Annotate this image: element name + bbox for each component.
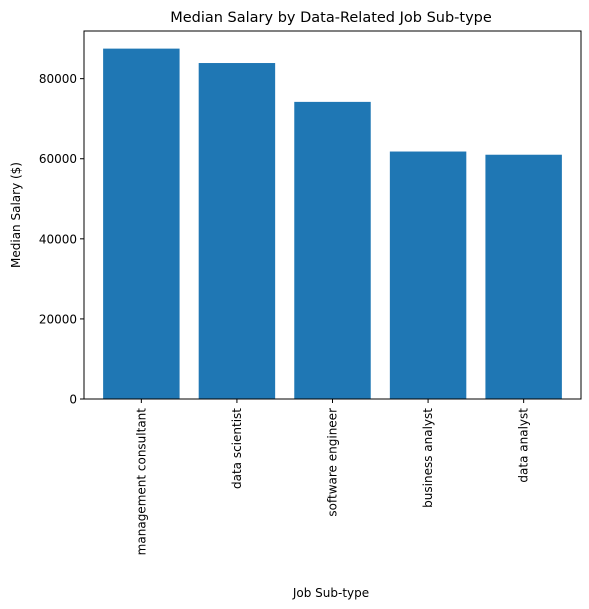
y-tick-label: 80000 — [39, 72, 77, 86]
x-axis: management consultant data scientist softw… — [134, 399, 531, 556]
bar-software-engineer — [294, 101, 371, 399]
y-tick-label: 60000 — [39, 152, 77, 166]
y-axis-label: Median Salary ($) — [9, 162, 23, 268]
x-tick-label: management consultant — [134, 408, 148, 556]
y-axis: 0 20000 40000 60000 80000 — [39, 72, 84, 407]
x-axis-label: Job Sub-type — [292, 586, 369, 600]
x-tick-label: business analyst — [421, 408, 435, 508]
bar-management-consultant — [103, 48, 180, 400]
bar-data-analyst — [485, 154, 562, 399]
y-tick-label: 0 — [69, 393, 77, 407]
y-tick-label: 20000 — [39, 312, 77, 326]
x-tick-label: software engineer — [326, 408, 340, 517]
bar-data-scientist — [198, 63, 276, 399]
bars-group — [103, 48, 562, 400]
x-tick-label: data analyst — [517, 408, 531, 483]
y-tick-label: 40000 — [39, 232, 77, 246]
bar-business-analyst — [389, 151, 467, 399]
x-tick-label: data scientist — [230, 408, 244, 489]
chart-title: Median Salary by Data-Related Job Sub-ty… — [170, 10, 492, 26]
